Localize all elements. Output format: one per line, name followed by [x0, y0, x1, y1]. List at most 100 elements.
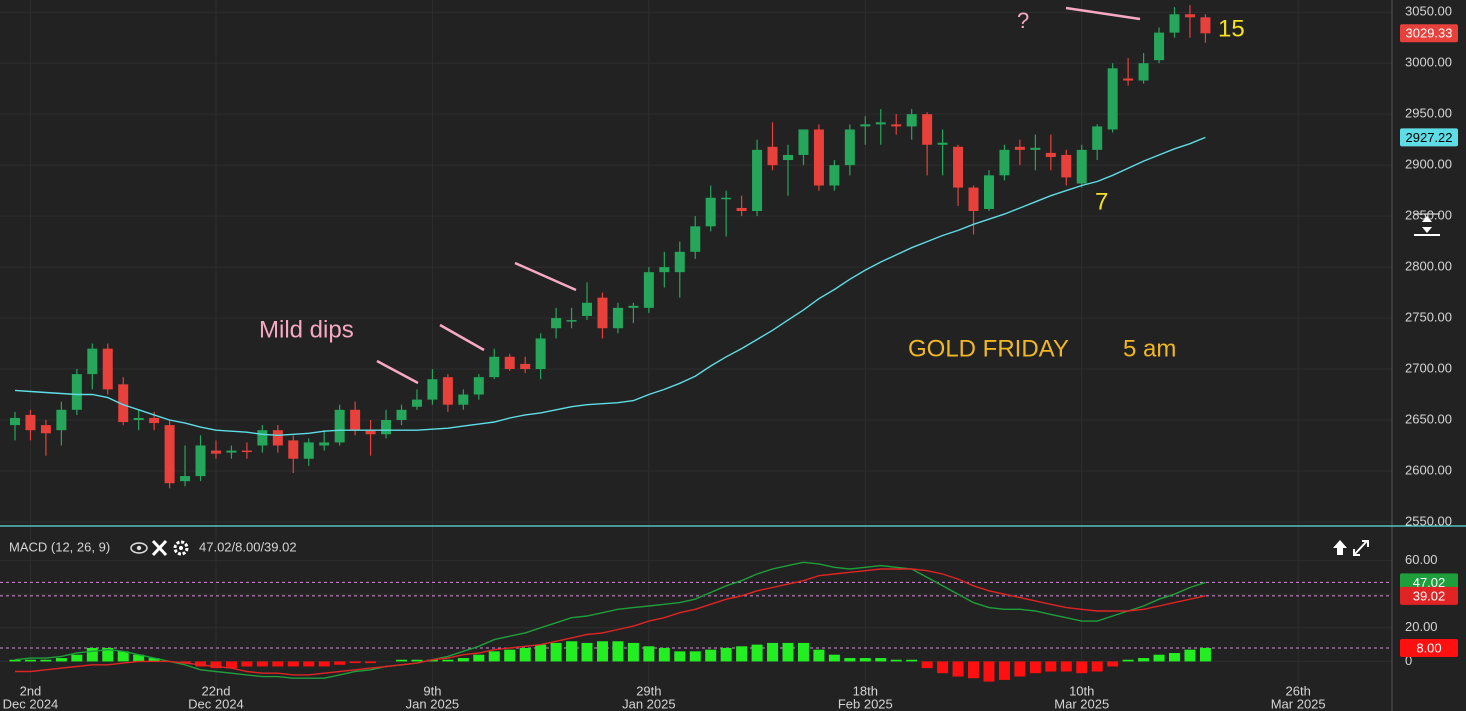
histogram-bar	[473, 654, 485, 662]
candle-body	[411, 399, 422, 407]
y-tick-label: 2850.00	[1405, 208, 1452, 223]
x-tick-label: 2nd	[20, 683, 42, 698]
x-tick-label: 26th	[1286, 683, 1311, 698]
histogram-bar	[859, 658, 871, 662]
histogram-bar	[24, 659, 36, 662]
histogram-bar	[303, 661, 315, 667]
candle-body	[783, 154, 793, 161]
histogram-bar	[596, 641, 608, 662]
histogram-bar	[828, 654, 840, 662]
macd-line	[14, 561, 1206, 679]
price-badge-label: 2927.22	[1406, 130, 1453, 145]
candle-body	[551, 318, 562, 329]
histogram-bar	[102, 647, 114, 662]
candle-body	[983, 175, 994, 209]
histogram-bar	[1184, 649, 1196, 662]
histogram-bar	[627, 642, 639, 662]
move-up-icon[interactable]	[1333, 540, 1347, 555]
candle-body	[582, 302, 593, 317]
candle-body	[10, 417, 20, 426]
candle-body	[953, 146, 964, 188]
price-badge-label: 8.00	[1416, 640, 1441, 655]
candle-body	[767, 146, 778, 166]
histogram-bar	[906, 659, 918, 662]
candle-body	[721, 197, 732, 200]
histogram-bar	[442, 659, 454, 662]
candle-body	[396, 409, 407, 420]
candle-body	[1169, 14, 1180, 33]
candle-body	[272, 430, 283, 446]
eye-icon[interactable]	[130, 542, 148, 554]
candle-body	[473, 377, 484, 395]
histogram-bar	[287, 661, 299, 667]
histogram-bar	[1060, 661, 1072, 672]
y-tick-label: 2950.00	[1405, 106, 1452, 121]
candle-body	[674, 251, 685, 273]
y-tick-label: 60.00	[1405, 552, 1438, 567]
candle-body	[1123, 78, 1134, 81]
histogram-bar	[782, 642, 794, 662]
candle-body	[87, 348, 98, 375]
candle-body	[690, 226, 701, 252]
price-badge	[1400, 24, 1458, 43]
y-tick-label: 0	[1405, 653, 1412, 668]
candle-body	[241, 450, 252, 453]
settings-icon[interactable]	[173, 540, 189, 556]
price-badge-label: 3029.33	[1406, 26, 1453, 41]
annotation: 5 am	[1123, 335, 1176, 362]
histogram-bar	[1076, 661, 1088, 674]
candle-body	[1107, 68, 1118, 130]
histogram-bar	[40, 659, 52, 662]
candle-body	[195, 445, 206, 477]
histogram-bar	[535, 644, 547, 662]
histogram-bar	[9, 659, 21, 662]
annotation: ?	[1017, 8, 1029, 33]
histogram-bar	[71, 654, 83, 662]
candle-body	[164, 425, 175, 484]
histogram-bar	[998, 661, 1010, 680]
histogram-bar	[797, 642, 809, 662]
expand-icon[interactable]	[1353, 540, 1369, 556]
candle-body	[1030, 147, 1041, 150]
y-tick-label: 3000.00	[1405, 55, 1452, 70]
histogram-bar	[581, 642, 593, 662]
close-icon[interactable]	[151, 539, 168, 557]
candle-body	[1061, 154, 1072, 178]
histogram-bar	[256, 661, 268, 667]
x-tick-label: 29th	[636, 683, 661, 698]
annotation: Mild dips	[259, 316, 354, 343]
histogram-bar	[1091, 661, 1103, 672]
histogram-bar	[937, 661, 949, 674]
candle-body	[25, 414, 36, 431]
candle-body	[566, 320, 577, 322]
annotation-line	[1065, 6, 1141, 21]
candle-body	[659, 267, 670, 273]
histogram-bar	[658, 647, 670, 662]
candle-body	[844, 129, 855, 166]
x-tick-sublabel: Mar 2025	[1054, 696, 1109, 711]
candle-body	[906, 114, 917, 127]
price-badge	[1400, 586, 1458, 605]
candle-body	[381, 420, 392, 435]
histogram-bar	[983, 661, 995, 682]
histogram-bar	[720, 647, 732, 662]
marks	[9, 5, 1211, 682]
x-tick-label: 9th	[423, 683, 441, 698]
histogram-bar	[875, 658, 887, 662]
grid	[0, 0, 1392, 690]
candle-body	[643, 272, 654, 308]
candle-body	[210, 450, 221, 454]
candle-body	[1076, 149, 1087, 184]
histogram-bar	[1045, 661, 1057, 672]
histogram-bar	[751, 644, 763, 662]
histogram-bar	[1138, 658, 1150, 662]
histogram-bar	[519, 647, 531, 662]
price-badge-label: 47.02	[1413, 575, 1446, 590]
candle-body	[365, 430, 376, 435]
candle-body	[1184, 14, 1195, 18]
histogram-bar	[689, 651, 701, 662]
candle-body	[56, 409, 67, 431]
scale-icon[interactable]	[1414, 213, 1440, 236]
candle-body	[705, 197, 716, 227]
histogram-bar	[566, 641, 578, 662]
